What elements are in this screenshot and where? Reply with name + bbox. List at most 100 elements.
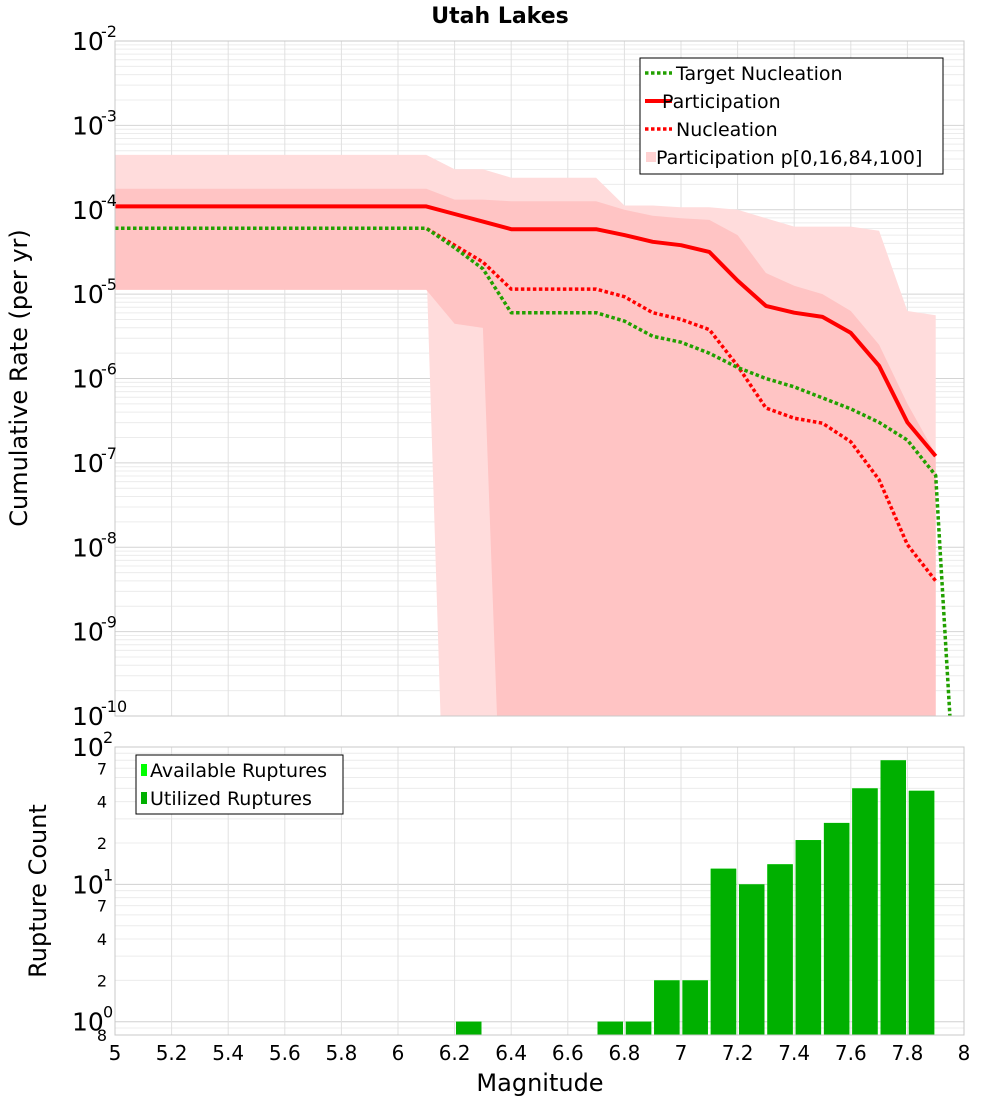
count-y-minor-label: 7 xyxy=(97,897,107,916)
x-tick-label: 5.4 xyxy=(212,1041,244,1065)
count-y-tick-exponent: 0 xyxy=(103,1003,113,1022)
count-plot-bars xyxy=(456,760,935,1035)
rate-y-tick-label: 10-3 xyxy=(72,106,117,140)
rate-plot-lines xyxy=(115,204,952,717)
series-participation xyxy=(115,204,938,458)
x-tick-label: 7 xyxy=(675,1041,688,1065)
rate-y-tick-base: 10 xyxy=(72,449,104,478)
x-tick-label: 5.6 xyxy=(269,1041,301,1065)
count-plot-y-label: Rupture Count xyxy=(24,804,52,978)
rate-legend-box xyxy=(639,57,944,175)
utilized-rupture-bar xyxy=(880,760,906,1035)
x-tick-label: 7.6 xyxy=(835,1041,867,1065)
x-tick-label: 7.8 xyxy=(891,1041,923,1065)
legend-label: Target Nucleation xyxy=(675,63,843,85)
rate-y-tick-label: 10-2 xyxy=(72,22,117,56)
utilized-rupture-bar xyxy=(795,840,822,1035)
utilized-rupture-bar xyxy=(823,822,850,1035)
count-y-minor-label: 7 xyxy=(97,759,107,778)
x-tick-label: 8 xyxy=(958,1041,971,1065)
rate-y-tick-base: 10 xyxy=(72,196,104,225)
utilized-rupture-bar xyxy=(739,884,765,1035)
rate-y-tick-base: 10 xyxy=(72,365,104,394)
count-legend-box xyxy=(135,754,344,815)
count-plot-x-ticks: 5 5.2 5.4 5.6 5.8 6 6.2 6.4 6.6 6.8 7 7.2 7.4 7.6 7.8 8 xyxy=(109,1041,971,1065)
rate-y-tick-base: 10 xyxy=(72,111,104,140)
count-y-minor-label: 2 xyxy=(97,834,107,853)
count-y-tick-exponent: 2 xyxy=(103,728,113,747)
count-y-tick-base: 10 xyxy=(72,733,104,762)
rate-y-tick-exponent: -5 xyxy=(101,275,117,294)
legend-label: Nucleation xyxy=(676,119,778,141)
count-y-tick-exponent: 1 xyxy=(103,865,113,884)
rate-y-tick-exponent: -8 xyxy=(101,528,117,547)
rate-plot-legend: Target Nucleation Participation Nucleation… xyxy=(639,57,944,175)
rate-y-tick-label: 10-6 xyxy=(72,360,117,394)
chart-title: Utah Lakes xyxy=(431,4,568,29)
rate-y-tick-base: 10 xyxy=(72,702,104,731)
count-plot-border xyxy=(114,746,965,1036)
rate-y-tick-exponent: -4 xyxy=(101,191,117,210)
rate-y-tick-label: 10-10 xyxy=(72,697,127,731)
rate-y-tick-exponent: -10 xyxy=(101,697,127,716)
legend-swatch-band xyxy=(646,152,656,162)
count-y-tick-label: 10 0 xyxy=(72,1003,113,1037)
rate-y-tick-exponent: -6 xyxy=(101,360,117,379)
rate-plot-y-label: Cumulative Rate (per yr) xyxy=(5,229,33,527)
rate-plot-bands xyxy=(115,154,936,716)
x-tick-label: 5.2 xyxy=(156,1041,188,1065)
legend-label: Utilized Ruptures xyxy=(150,788,312,810)
legend-swatch-bar xyxy=(141,792,147,804)
count-y-minor-label: 4 xyxy=(97,793,107,812)
x-tick-label: 6.4 xyxy=(495,1041,527,1065)
rate-plot-frame xyxy=(114,40,965,717)
x-axis-label: Magnitude xyxy=(476,1069,603,1097)
utilized-rupture-bar xyxy=(767,864,793,1035)
rate-y-tick-base: 10 xyxy=(72,280,104,309)
rate-plot-border xyxy=(114,40,965,717)
utilized-rupture-bar xyxy=(654,980,680,1035)
utilized-rupture-bar xyxy=(710,868,737,1035)
legend-swatch-bar xyxy=(141,764,147,776)
count-y-tick-base: 10 xyxy=(72,870,104,899)
rate-y-tick-label: 10-8 xyxy=(72,528,117,562)
series-nucleation xyxy=(115,226,938,583)
utilized-rupture-bar xyxy=(625,1021,652,1035)
x-tick-label: 7.2 xyxy=(722,1041,754,1065)
count-plot-legend: Available Ruptures Utilized Ruptures xyxy=(135,754,344,815)
rate-y-tick-label: 10-9 xyxy=(72,613,117,647)
count-y-tick-label: 10 2 xyxy=(72,728,113,762)
count-y-minor-label: 8 xyxy=(97,1026,107,1045)
count-y-tick-base: 10 xyxy=(72,1008,104,1037)
rate-y-tick-label: 10-4 xyxy=(72,191,117,225)
series-target-nucleation xyxy=(115,226,952,717)
utilized-rupture-bar xyxy=(597,1021,623,1035)
rate-y-tick-exponent: -3 xyxy=(101,106,117,125)
rate-y-tick-base: 10 xyxy=(72,27,104,56)
participation-band-16-84 xyxy=(115,188,936,716)
rate-y-tick-base: 10 xyxy=(72,618,104,647)
x-tick-label: 6.6 xyxy=(552,1041,584,1065)
rate-y-tick-label: 10-5 xyxy=(72,275,117,309)
utilized-rupture-bar xyxy=(908,790,935,1035)
utilized-rupture-bar xyxy=(682,980,708,1035)
x-tick-label: 5 xyxy=(109,1041,122,1065)
rate-plot-y-ticks: 10-210-310-410-510-610-710-810-910-10 xyxy=(72,22,127,731)
rate-y-tick-exponent: -9 xyxy=(101,613,117,632)
count-y-tick-label: 10 1 xyxy=(72,865,113,899)
count-y-minor-label: 4 xyxy=(97,930,107,949)
count-y-minor-label: 2 xyxy=(97,971,107,990)
rate-y-tick-base: 10 xyxy=(72,533,104,562)
x-tick-label: 6.2 xyxy=(439,1041,471,1065)
legend-label: Participation p[0,16,84,100] xyxy=(656,147,922,169)
count-plot-frame xyxy=(114,746,965,1036)
rate-y-tick-exponent: -2 xyxy=(101,22,117,41)
x-tick-label: 5.8 xyxy=(325,1041,357,1065)
rate-y-tick-label: 10-7 xyxy=(72,444,117,478)
legend-label: Participation xyxy=(662,91,781,113)
x-tick-label: 7.4 xyxy=(778,1041,810,1065)
utilized-rupture-bar xyxy=(456,1021,482,1035)
x-tick-label: 6.8 xyxy=(608,1041,640,1065)
